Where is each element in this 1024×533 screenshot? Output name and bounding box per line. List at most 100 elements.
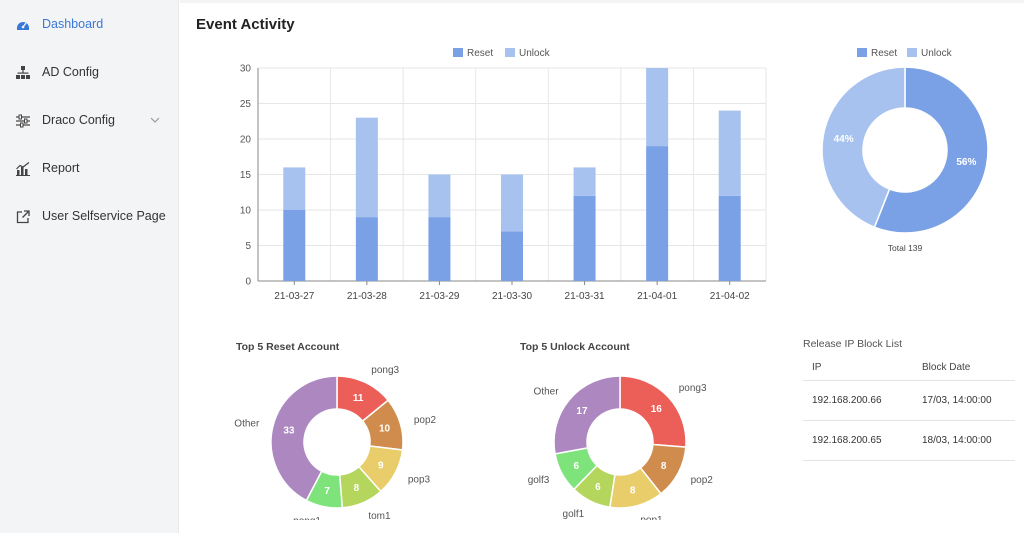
slice-name-label: pop2: [414, 415, 437, 426]
table-header-row: IP Block Date: [803, 355, 1015, 381]
bar-reset: [573, 195, 596, 281]
ip-cell: 192.168.200.65: [803, 420, 913, 461]
ip-block-title: Release IP Block List: [803, 338, 903, 350]
bar-reset: [646, 146, 669, 281]
slice-value-label: 8: [661, 461, 667, 472]
sidebar-item-user-selfservice[interactable]: User Selfservice Page: [0, 199, 179, 235]
bar-unlock: [283, 167, 306, 210]
top-reset-title: Top 5 Reset Account: [236, 341, 340, 353]
table-row[interactable]: 192.168.200.66 17/03, 14:00:00: [803, 380, 1015, 421]
slice-name-label: pong3: [679, 383, 707, 394]
x-tick-label: 21-03-30: [492, 291, 532, 302]
slice-value-label: 17: [576, 406, 588, 417]
slice-value-label: 44%: [834, 134, 854, 145]
slice-value-label: 33: [283, 426, 295, 437]
sidebar-item-draco-config[interactable]: Draco Config: [0, 103, 179, 139]
sidebar-item-label: User Selfservice Page: [42, 209, 166, 223]
slice-other: [270, 375, 338, 502]
legend-label-reset: Reset: [467, 48, 493, 59]
slice-name-label: pop1: [640, 515, 663, 520]
page-title: Event Activity: [196, 16, 295, 33]
slice-unlock: [821, 66, 906, 229]
slice-value-label: 6: [574, 461, 580, 472]
bar-reset: [718, 195, 741, 281]
chevron-down-icon[interactable]: [150, 116, 160, 124]
bar-reset: [283, 210, 306, 281]
bar-unlock: [573, 167, 596, 196]
external-link-icon: [16, 210, 30, 224]
ip-block-table: IP Block Date 192.168.200.66 17/03, 14:0…: [803, 355, 1015, 461]
slice-other: [553, 375, 621, 455]
legend-swatch-reset: [857, 48, 867, 57]
slice-name-label: pop3: [408, 475, 431, 486]
slice-name-label: pong3: [371, 365, 399, 376]
slice-name-label: pop2: [691, 475, 714, 486]
bar-unlock: [501, 174, 523, 232]
column-header-ip: IP: [803, 355, 913, 381]
slice-name-label: golf1: [563, 509, 585, 520]
slice-value-label: 11: [353, 393, 364, 404]
x-tick-label: 21-03-31: [565, 291, 605, 302]
x-tick-label: 21-03-29: [419, 291, 459, 302]
x-tick-label: 21-03-27: [274, 291, 314, 302]
column-header-block-date: Block Date: [913, 355, 1015, 381]
bar-unlock: [646, 68, 669, 147]
sidebar-item-report[interactable]: Report: [0, 151, 179, 187]
bar-chart-icon: [16, 162, 30, 176]
sitemap-icon: [16, 66, 30, 79]
slice-value-label: 16: [651, 404, 663, 415]
sidebar-item-label: Draco Config: [42, 113, 115, 127]
slice-value-label: 7: [324, 486, 330, 497]
slice-name-label: pong1: [293, 516, 321, 520]
slice-value-label: 8: [630, 485, 636, 496]
x-tick-label: 21-03-28: [347, 291, 387, 302]
y-tick-label: 15: [240, 170, 252, 181]
legend-swatch-unlock: [505, 48, 515, 57]
slice-name-label: Other: [534, 386, 560, 397]
slice-value-label: 56%: [956, 157, 976, 168]
legend-swatch-reset: [453, 48, 463, 57]
bar-reset: [501, 231, 523, 281]
y-tick-label: 5: [245, 241, 251, 252]
block-date-cell: 17/03, 14:00:00: [913, 380, 1015, 421]
slice-value-label: 10: [379, 424, 391, 435]
slice-value-label: 8: [354, 483, 360, 494]
total-label: Total 139: [888, 243, 923, 253]
legend-label-reset: Reset: [871, 48, 897, 59]
sidebar-item-label: Report: [42, 161, 80, 175]
y-tick-label: 0: [245, 277, 251, 288]
sidebar-item-ad-config[interactable]: AD Config: [0, 55, 179, 91]
x-tick-label: 21-04-02: [710, 291, 750, 302]
legend-label-unlock: Unlock: [519, 48, 551, 59]
bar-unlock: [428, 174, 451, 218]
event-activity-bar-chart: Reset Unlock 0 5 10 15 20 25 30 21-03-27 21-03-28 2…: [240, 48, 767, 302]
slice-value-label: 9: [378, 461, 384, 472]
sidebar-item-label: AD Config: [42, 65, 99, 79]
dashboard-icon: [17, 22, 29, 30]
x-tick-label: 21-04-01: [637, 291, 677, 302]
y-tick-label: 20: [240, 135, 252, 146]
sliders-icon: [16, 114, 30, 128]
top-unlock-account-chart: 16 pong3 8 pop2 8 pop1 6 golf1 6 golf3 17 Other: [528, 375, 714, 520]
slice-name-label: tom1: [368, 511, 391, 520]
slice-value-label: 6: [595, 482, 601, 493]
sidebar-item-label: Dashboard: [42, 17, 104, 31]
top-unlock-title: Top 5 Unlock Account: [520, 341, 630, 353]
bar-reset: [428, 217, 451, 281]
slice-reset: [873, 66, 989, 234]
top-reset-account-chart: 11 pong3 10 pop2 9 pop3 8 tom1 7 pong1 33 Other: [234, 365, 437, 520]
slice-pong3: [619, 375, 687, 448]
sidebar-item-dashboard[interactable]: Dashboard: [0, 7, 179, 43]
block-date-cell: 18/03, 14:00:00: [913, 420, 1015, 461]
bar-unlock: [718, 110, 741, 196]
table-row[interactable]: 192.168.200.65 18/03, 14:00:00: [803, 420, 1015, 461]
slice-name-label: golf3: [528, 475, 550, 486]
top-divider: [180, 0, 1024, 3]
reset-unlock-ratio-chart: Reset Unlock 56% 44% Total 139: [821, 48, 989, 253]
bar-reset: [355, 217, 378, 281]
slice-name-label: Other: [234, 418, 260, 429]
y-tick-label: 25: [240, 99, 252, 110]
y-tick-label: 10: [240, 206, 252, 217]
legend-label-unlock: Unlock: [921, 48, 953, 59]
bar-unlock: [355, 117, 378, 218]
